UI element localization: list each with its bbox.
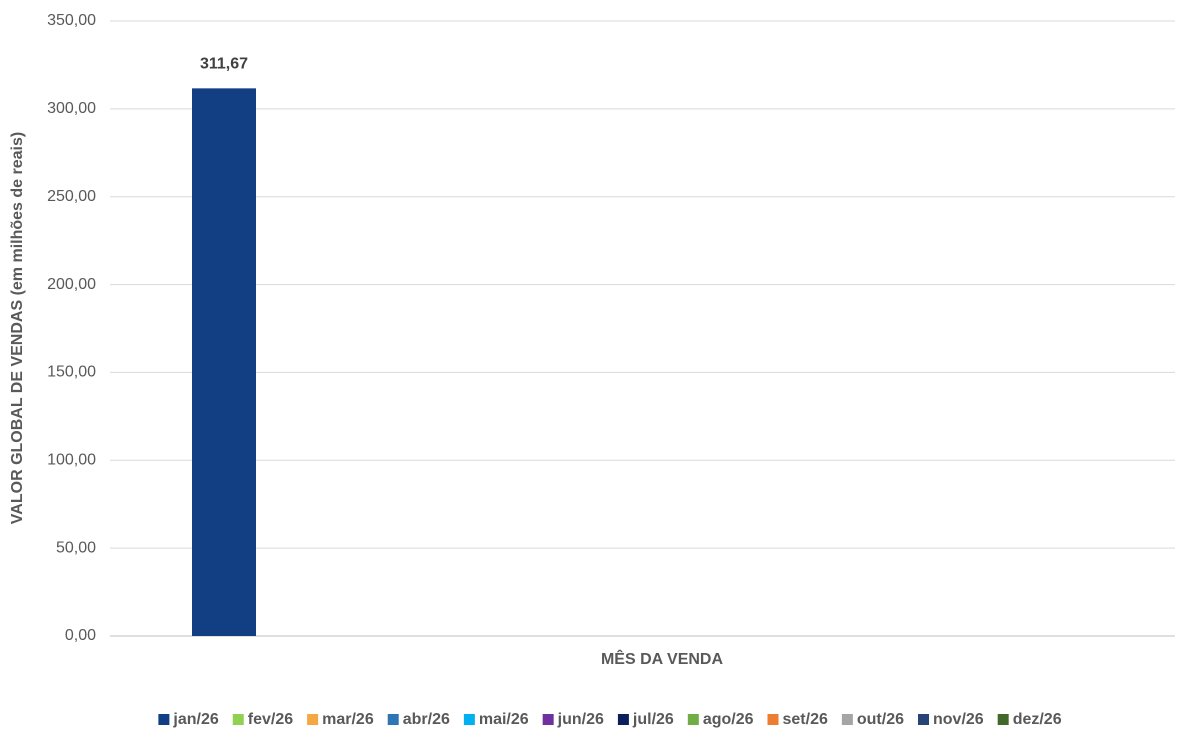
legend-label: nov/26 [933, 711, 984, 728]
legend-swatch [158, 714, 170, 725]
legend-swatch [767, 714, 779, 725]
legend-label: mai/26 [479, 711, 529, 728]
legend-label: set/26 [783, 711, 828, 728]
legend-swatch [387, 714, 399, 725]
legend-swatch [463, 714, 475, 725]
legend-swatch [918, 714, 929, 725]
y-tick-label: 50,00 [56, 539, 96, 556]
legend-label: dez/26 [1013, 711, 1062, 728]
legend-label: fev/26 [248, 711, 293, 728]
legend-swatch [687, 714, 699, 725]
legend-label: jan/26 [172, 711, 218, 728]
y-axis-title: VALOR GLOBAL DE VENDAS (em milhões de re… [9, 132, 26, 524]
y-tick-label: 0,00 [65, 627, 96, 644]
legend-label: abr/26 [403, 711, 450, 728]
legend-swatch [997, 714, 1009, 725]
legend-swatch [617, 714, 629, 725]
legend-label: mar/26 [322, 711, 374, 728]
y-tick-label: 200,00 [47, 276, 96, 293]
data-label: 311,67 [200, 56, 248, 73]
legend-swatch [232, 714, 244, 725]
legend-swatch [307, 714, 319, 725]
x-axis-title: MÊS DA VENDA [601, 649, 724, 668]
y-tick-label: 150,00 [47, 364, 96, 381]
y-tick-label: 300,00 [47, 100, 96, 117]
legend-label: out/26 [857, 711, 904, 728]
legend-label: jun/26 [557, 711, 604, 728]
y-tick-label: 100,00 [47, 452, 96, 469]
bar [192, 88, 256, 636]
y-tick-label: 350,00 [47, 12, 96, 29]
y-tick-label: 250,00 [47, 188, 96, 205]
legend-label: jul/26 [632, 711, 674, 728]
legend-swatch [841, 714, 853, 725]
legend-swatch [542, 714, 554, 725]
legend-label: ago/26 [703, 711, 754, 728]
